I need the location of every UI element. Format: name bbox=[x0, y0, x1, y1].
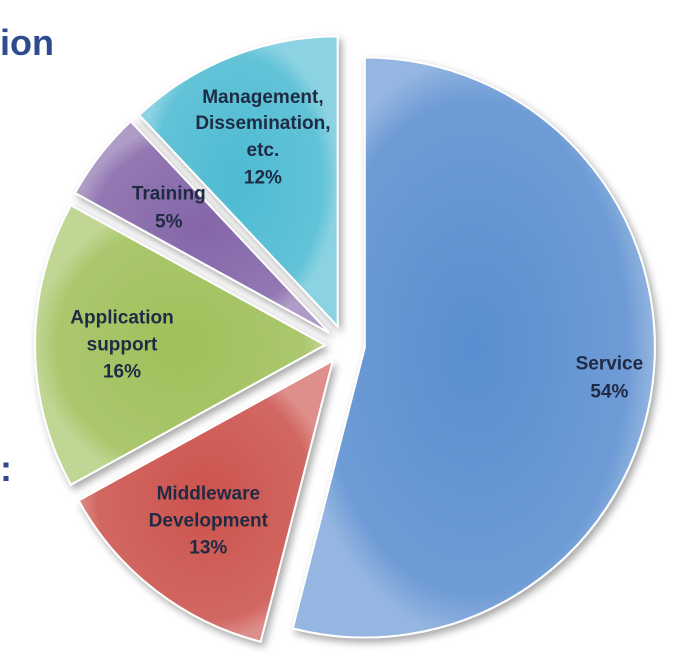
slice-label: Training bbox=[131, 184, 206, 206]
pie-slice bbox=[291, 56, 656, 639]
slice-label: Middleware Development bbox=[148, 483, 268, 532]
value-label: 5% bbox=[155, 211, 183, 233]
value-label: 54% bbox=[590, 381, 629, 403]
value-label: 13% bbox=[189, 537, 228, 559]
value-label: 16% bbox=[102, 361, 142, 383]
slice-label: Management, Dissemination, etc. bbox=[195, 86, 331, 161]
value-label: 12% bbox=[243, 167, 282, 189]
annotation: : bbox=[0, 448, 12, 489]
slice-label: Application support bbox=[70, 307, 174, 355]
slice-label: Service bbox=[575, 354, 644, 376]
chart-title: ion bbox=[0, 22, 54, 63]
